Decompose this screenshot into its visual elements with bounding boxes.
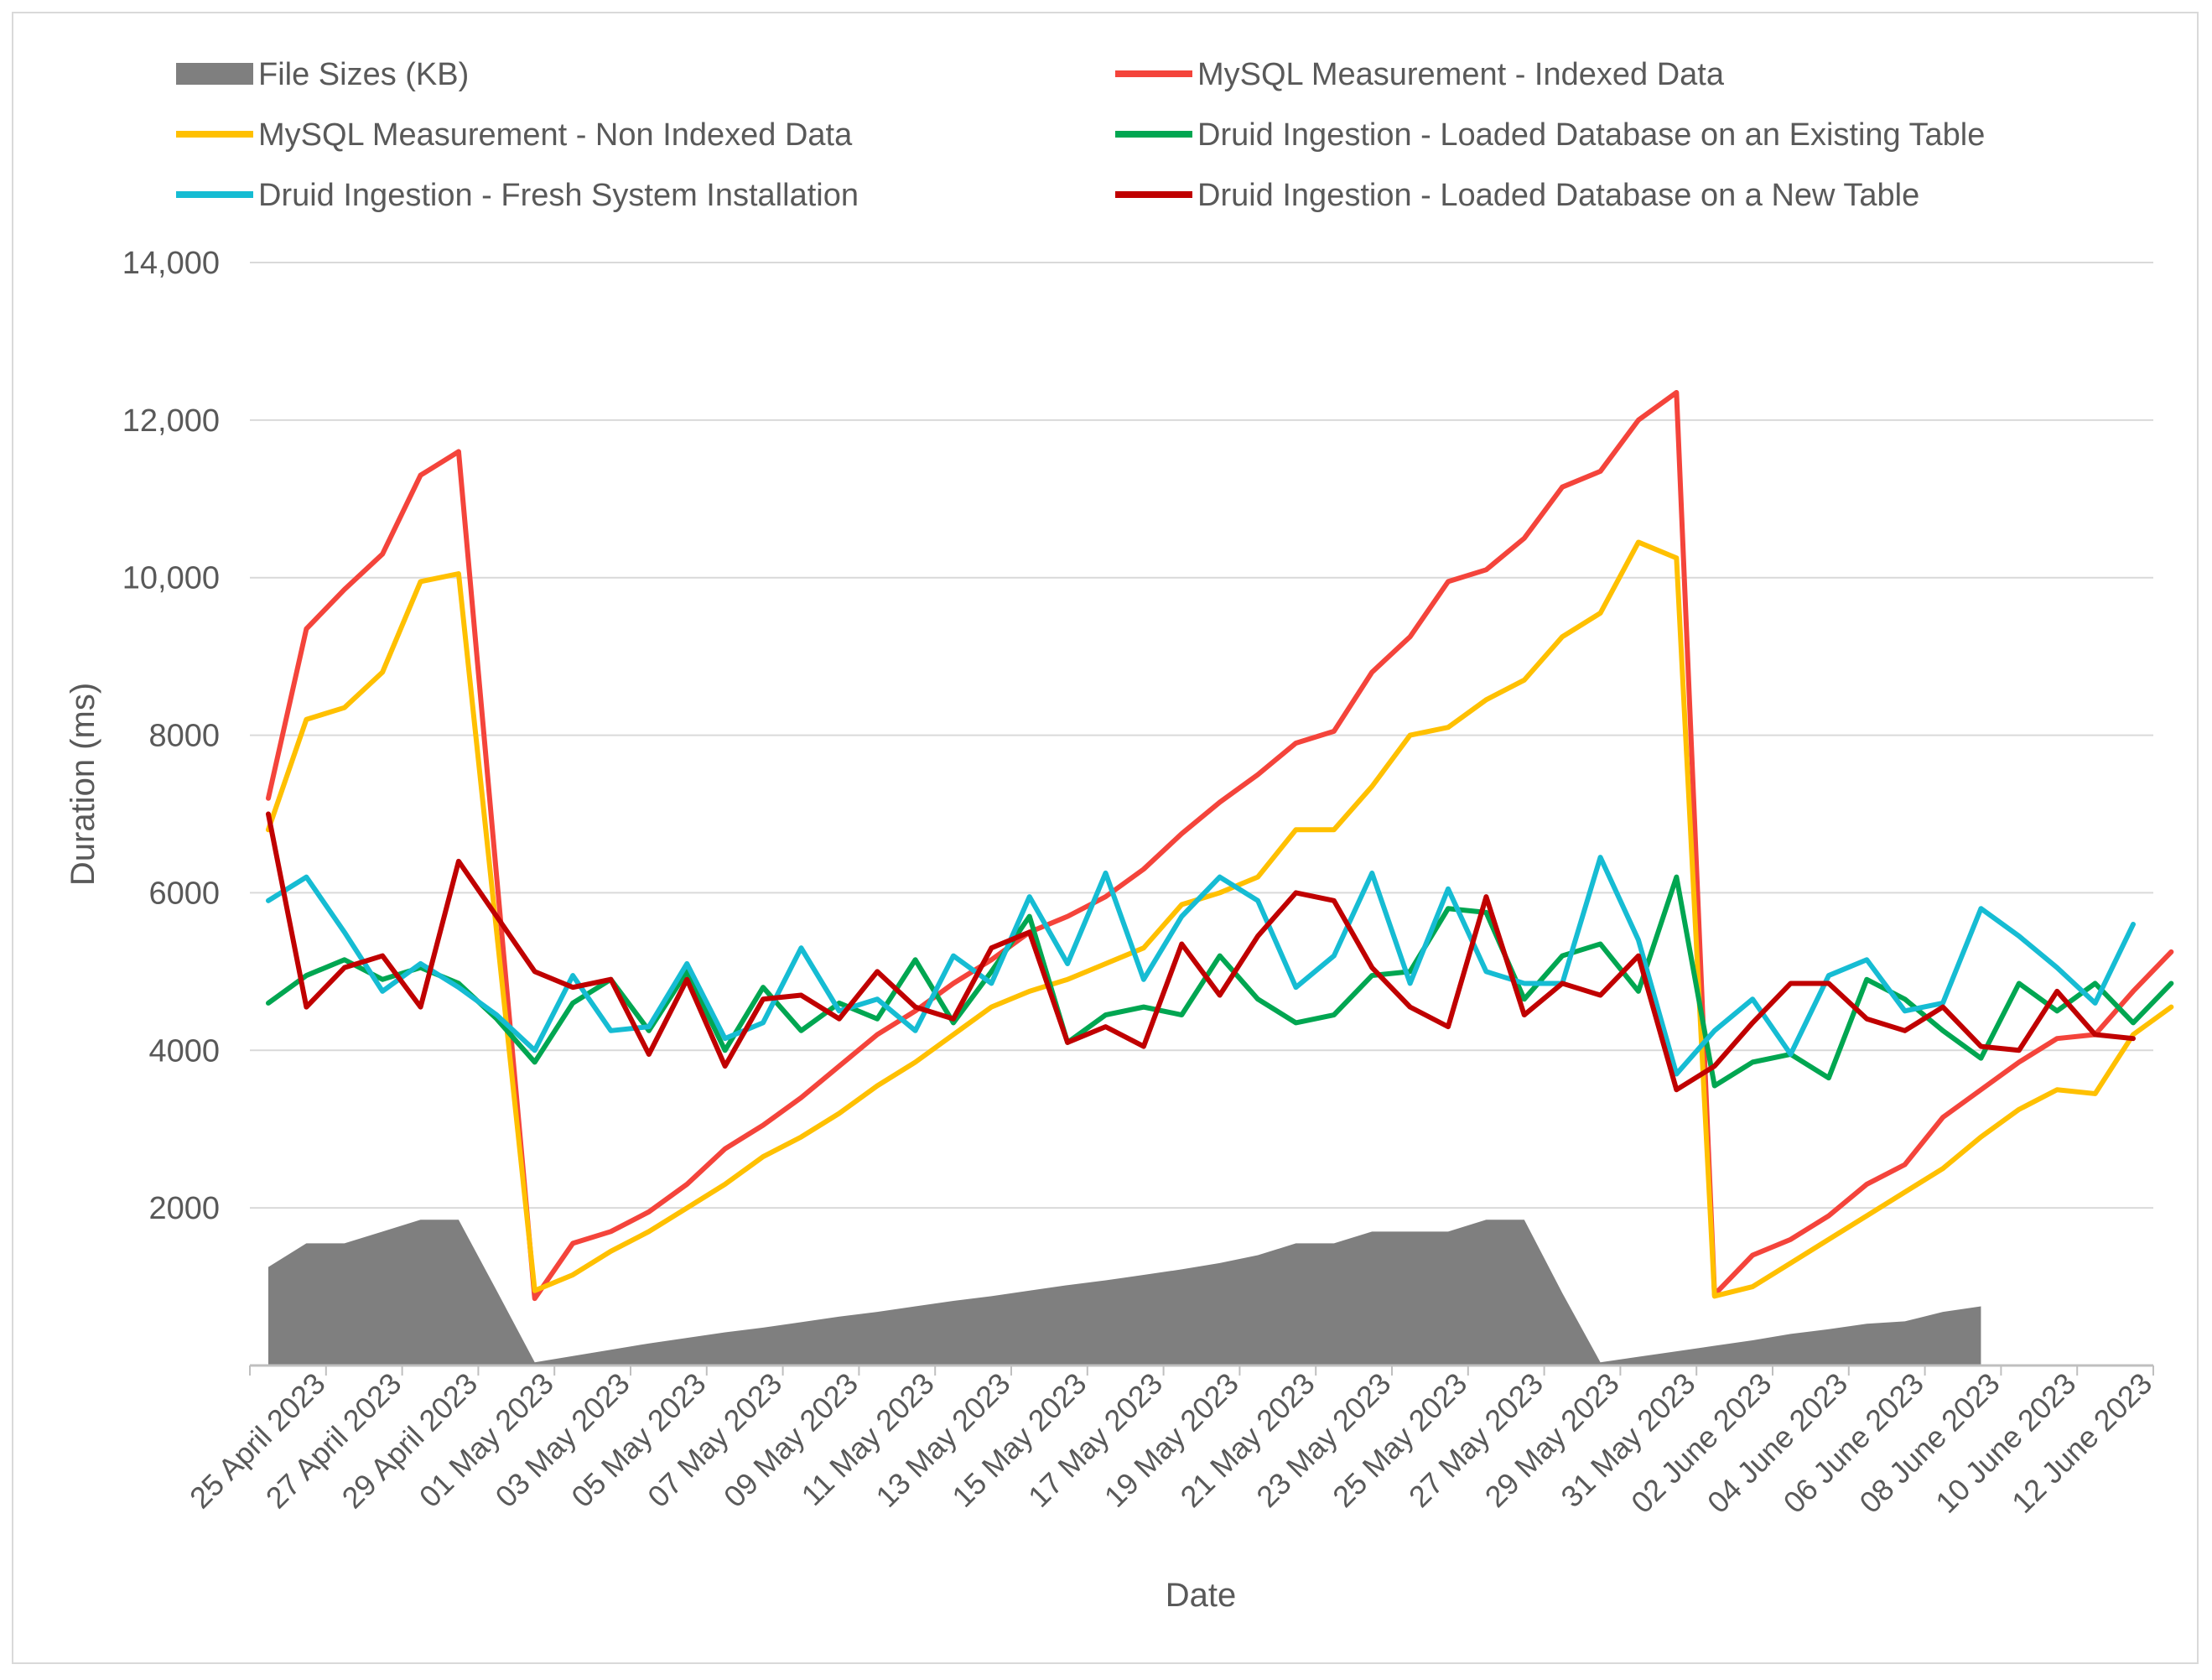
chart-frame xyxy=(12,12,2199,1664)
legend-label: File Sizes (KB) xyxy=(258,57,469,92)
y-tick-label: 2000 xyxy=(148,1191,220,1226)
y-tick-label: 10,000 xyxy=(122,561,220,596)
series-line-druid-ingestion-loaded-database-on-a-new-table xyxy=(266,811,2136,1093)
area-layer xyxy=(268,1220,1981,1365)
legend-swatch xyxy=(176,63,253,85)
x-tick-marks xyxy=(249,1365,2154,1376)
legend-label: Druid Ingestion - Fresh System Installat… xyxy=(258,178,859,213)
legend-label: Druid Ingestion - Loaded Database on an … xyxy=(1197,117,1985,153)
y-axis-title: Duration (ms) xyxy=(65,683,101,886)
legend-label: MySQL Measurement - Indexed Data xyxy=(1197,57,1725,92)
series-file-sizes-area xyxy=(268,1220,1981,1365)
y-tick-label: 8000 xyxy=(148,719,220,754)
y-tick-label: 14,000 xyxy=(122,246,220,281)
legend: File Sizes (KB) MySQL Measurement - Index… xyxy=(176,57,1985,213)
series-line-mysql-measurement-indexed-data xyxy=(266,389,2174,1302)
y-tick-label: 6000 xyxy=(148,876,220,911)
lines-layer xyxy=(266,389,2174,1302)
y-tick-label: 4000 xyxy=(148,1033,220,1069)
legend-label: Druid Ingestion - Loaded Database on a N… xyxy=(1197,178,1919,213)
y-tick-labels: 2000 4000 6000 8000 10,000 12,000 14,000 xyxy=(122,246,220,1226)
gridlines xyxy=(250,262,2153,1209)
legend-label: MySQL Measurement - Non Indexed Data xyxy=(258,117,853,153)
x-axis-title: Date xyxy=(1166,1577,1237,1614)
y-tick-label: 12,000 xyxy=(122,403,220,439)
series-line-mysql-measurement-non-indexed-data xyxy=(266,539,2174,1299)
